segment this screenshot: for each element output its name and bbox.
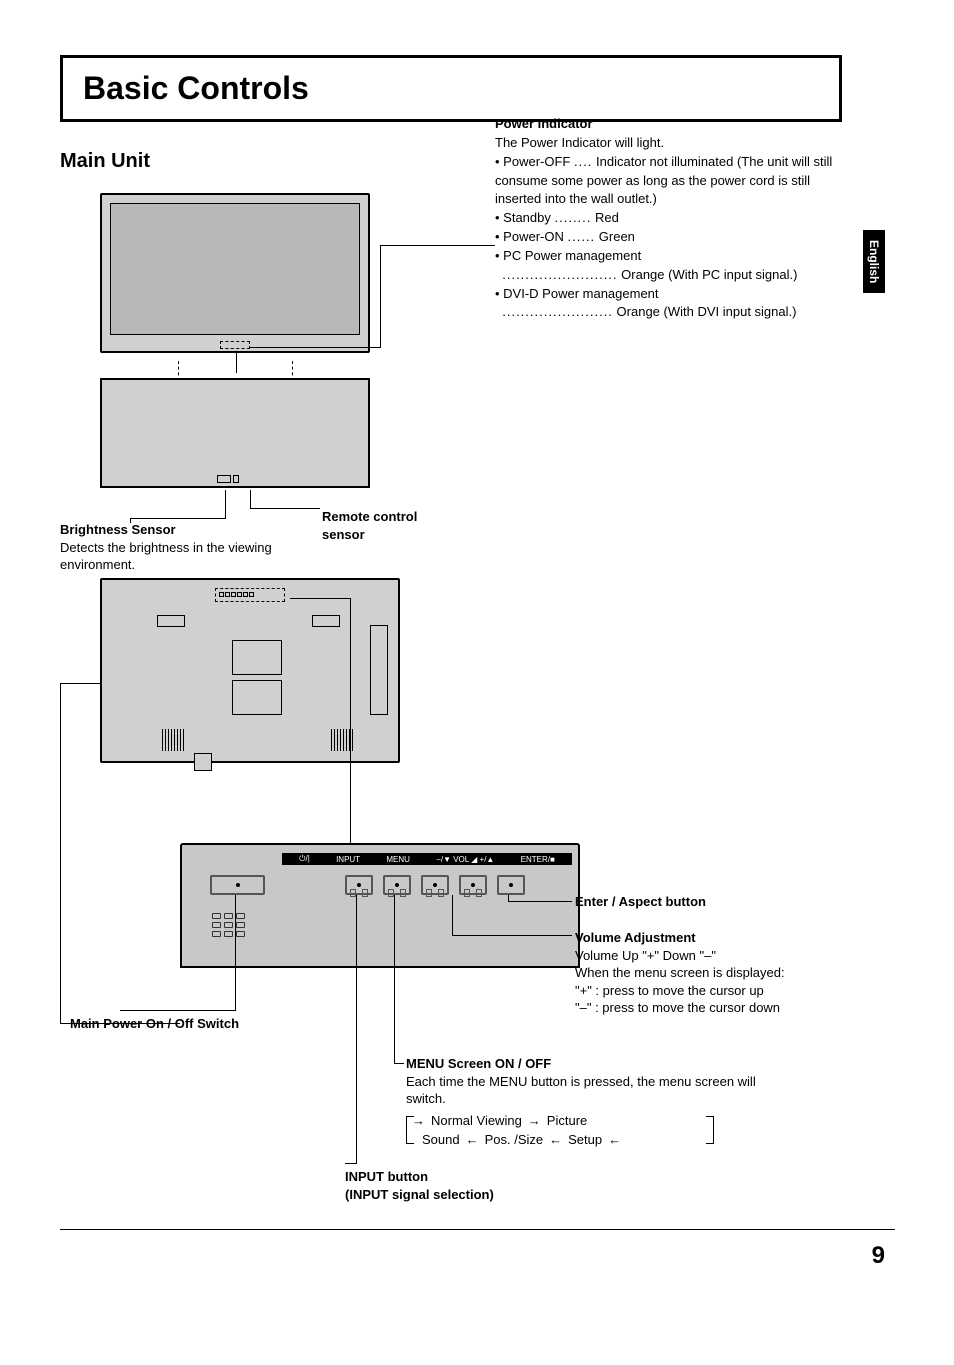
menu-desc: Each time the MENU button is pressed, th… (406, 1074, 756, 1107)
leader-line (250, 490, 251, 508)
volume-label-block: Volume Adjustment Volume Up "+" Down "–"… (575, 929, 855, 1017)
main-power-switch[interactable] (210, 875, 265, 895)
flow-sound: Sound (422, 1132, 460, 1147)
diagram-area: Brightness Sensor Detects the brightness… (60, 183, 842, 1203)
control-panel: ⏻/| INPUT MENU −/▼ VOL ◢ +/▲ ENTER/■ (180, 843, 580, 968)
volume-l3: "+" : press to move the cursor up (575, 983, 764, 998)
rear-port (157, 615, 185, 627)
flow-normal: Normal Viewing (431, 1113, 522, 1128)
rear-side-panel (370, 625, 388, 715)
flow-bracket-right (706, 1116, 714, 1144)
speaker-grille (162, 729, 184, 751)
enter-button[interactable] (497, 875, 525, 895)
leader-line (250, 347, 381, 348)
flow-pos: Pos. /Size (485, 1132, 544, 1147)
leader-line (508, 901, 572, 902)
ventilation-dots (212, 913, 245, 940)
input-button-l2: (INPUT signal selection) (345, 1187, 494, 1202)
language-tab: English (863, 230, 885, 293)
stand-mount (194, 753, 212, 771)
leader-line (394, 895, 395, 1063)
vol-down-button[interactable] (421, 875, 449, 895)
arrow-right-icon: → (528, 1113, 541, 1128)
leader-line (225, 490, 226, 518)
pi-row: ........................ Orange (With DV… (495, 303, 855, 322)
pi-row: • Power-ON ...... Green (495, 228, 855, 247)
leader-line (345, 1163, 357, 1164)
page-title: Basic Controls (83, 70, 819, 107)
arrow-left-icon: ← (466, 1132, 479, 1147)
arrow-left-icon: ← (608, 1132, 621, 1147)
leader-line (452, 895, 453, 935)
input-button-label: INPUT button (INPUT signal selection) (345, 1168, 494, 1203)
button-row (182, 875, 578, 895)
leader-line (380, 245, 381, 347)
remote-sensor-icon (233, 475, 239, 483)
leader-line (130, 518, 226, 519)
pi-row: • PC Power management (495, 247, 855, 266)
input-button[interactable] (345, 875, 373, 895)
leader-line (380, 245, 495, 246)
arrow-left-icon: ← (549, 1132, 562, 1147)
power-icon-label: ⏻/| (299, 854, 310, 864)
brightness-sensor-icon (217, 475, 231, 483)
remote-sensor-label: Remote control sensor (322, 508, 442, 543)
footer-rule (60, 1229, 895, 1230)
leader-line (350, 598, 351, 843)
power-indicator-zone (220, 341, 250, 349)
flow-setup: Setup (568, 1132, 602, 1147)
input-label: INPUT (336, 855, 360, 864)
brightness-sensor-label: Brightness Sensor Detects the brightness… (60, 521, 330, 574)
menu-label: MENU (386, 855, 410, 864)
tv-front-illustration (100, 193, 370, 353)
pi-row: • DVI-D Power management (495, 285, 855, 304)
pi-row: • Power-OFF .... Indicator not illuminat… (495, 153, 855, 210)
leader-line (236, 353, 237, 373)
menu-label-block: MENU Screen ON / OFF Each time the MENU … (406, 1055, 786, 1108)
tv-screen (110, 203, 360, 335)
panel-label-strip: ⏻/| INPUT MENU −/▼ VOL ◢ +/▲ ENTER/■ (282, 853, 572, 865)
brightness-sensor-title: Brightness Sensor (60, 522, 176, 537)
leader-line (235, 895, 236, 1010)
menu-flow: → Normal Viewing → Picture Sound ← Pos. … (412, 1113, 732, 1151)
title-box: Basic Controls (60, 55, 842, 122)
volume-title: Volume Adjustment (575, 930, 696, 945)
leader-line (452, 935, 572, 936)
flow-bracket-left (406, 1116, 414, 1144)
enter-aspect-label: Enter / Aspect button (575, 893, 706, 911)
enter-label: ENTER/■ (521, 855, 555, 864)
volume-l2: When the menu screen is displayed: (575, 965, 785, 980)
leader-line (120, 1010, 236, 1011)
tv-rear-illustration (100, 578, 400, 763)
leader-line (290, 598, 350, 599)
rear-panel-block (232, 680, 282, 715)
power-indicator-title: Power Indicator (495, 115, 855, 134)
brightness-sensor-desc: Detects the brightness in the viewing en… (60, 540, 272, 573)
vol-up-button[interactable] (459, 875, 487, 895)
leader-line (250, 508, 320, 509)
tv-bottom-illustration (100, 378, 370, 488)
rear-panel-block (232, 640, 282, 675)
page-number: 9 (872, 1242, 885, 1270)
sensor-area (217, 470, 253, 480)
volume-l1: Volume Up "+" Down "–" (575, 948, 716, 963)
leader-line (394, 1063, 404, 1064)
main-power-label: Main Power On / Off Switch (70, 1015, 239, 1033)
power-indicator-block: Power Indicator The Power Indicator will… (495, 115, 855, 322)
pi-row: • Standby ........ Red (495, 209, 855, 228)
leader-line (60, 683, 61, 1023)
page-content: Basic Controls Main Unit English (60, 55, 895, 1270)
leader-line (60, 683, 100, 684)
vol-label: −/▼ VOL ◢ +/▲ (436, 855, 494, 864)
menu-button[interactable] (383, 875, 411, 895)
power-indicator-intro: The Power Indicator will light. (495, 134, 855, 153)
top-controls-zone (215, 588, 285, 602)
leader-line (356, 895, 357, 1163)
menu-title: MENU Screen ON / OFF (406, 1056, 551, 1071)
flow-picture: Picture (547, 1113, 587, 1128)
rear-port (312, 615, 340, 627)
pi-row: ......................... Orange (With P… (495, 266, 855, 285)
volume-l4: "–" : press to move the cursor down (575, 1000, 780, 1015)
input-button-l1: INPUT button (345, 1169, 428, 1184)
